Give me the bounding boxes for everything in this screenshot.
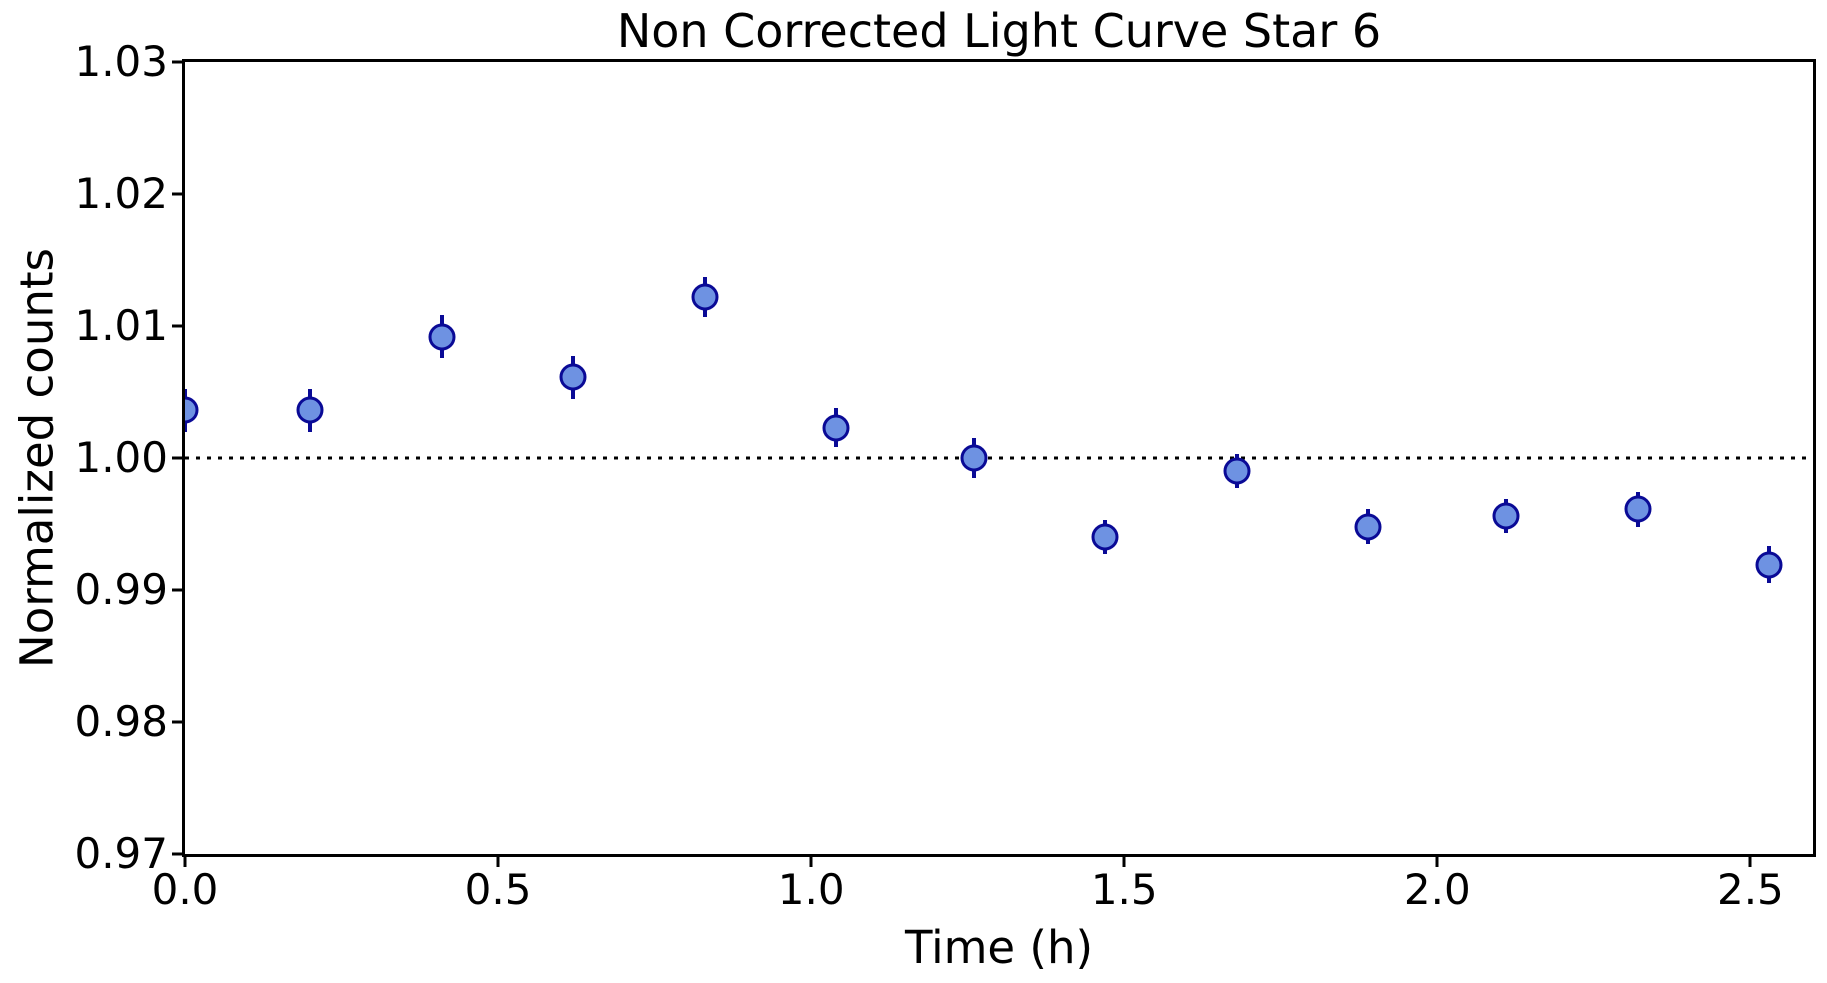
y-axis-label: Normalized counts — [10, 248, 64, 668]
data-point-marker — [296, 396, 324, 424]
y-tick-label: 1.02 — [74, 168, 168, 218]
data-point-marker — [1354, 513, 1382, 541]
x-tick-label: 1.5 — [1090, 865, 1158, 914]
data-point-marker — [1624, 495, 1652, 523]
x-tick-label: 0.5 — [464, 865, 532, 914]
x-tick-label: 2.5 — [1716, 865, 1784, 914]
x-tick-mark — [1122, 857, 1126, 867]
y-tick-mark — [172, 588, 182, 592]
data-point-marker — [559, 363, 587, 391]
data-point-marker — [691, 283, 719, 311]
y-tick-label: 1.01 — [74, 300, 168, 350]
data-point-marker — [1492, 502, 1520, 530]
plot-area — [182, 59, 1816, 857]
x-tick-label: 0.0 — [151, 865, 219, 914]
y-tick-label: 0.98 — [74, 697, 168, 746]
y-tick-label: 0.99 — [74, 564, 168, 614]
chart-title: Non Corrected Light Curve Star 6 — [616, 4, 1382, 58]
y-tick-mark — [172, 324, 182, 328]
x-tick-label: 2.0 — [1403, 865, 1471, 914]
x-tick-mark — [496, 857, 500, 867]
x-tick-mark — [183, 857, 187, 867]
x-tick-mark — [1748, 857, 1752, 867]
data-point-marker — [960, 444, 988, 472]
y-tick-mark — [172, 60, 182, 64]
y-tick-mark — [172, 852, 182, 856]
data-point-marker — [1223, 457, 1251, 485]
reference-line — [185, 456, 1813, 460]
y-tick-label: 0.97 — [74, 829, 168, 878]
data-point-marker — [1755, 551, 1783, 579]
data-point-marker — [822, 414, 850, 442]
x-tick-mark — [1435, 857, 1439, 867]
x-axis-label: Time (h) — [904, 921, 1094, 974]
y-tick-mark — [172, 720, 182, 724]
x-tick-label: 1.0 — [777, 865, 845, 914]
data-point-marker — [1091, 523, 1119, 551]
data-point-marker — [428, 323, 456, 351]
y-tick-mark — [172, 192, 182, 196]
y-tick-label: 1.03 — [74, 37, 168, 86]
data-point-marker — [185, 396, 199, 424]
y-tick-mark — [172, 456, 182, 460]
x-tick-mark — [809, 857, 813, 867]
y-tick-label: 1.00 — [74, 433, 168, 482]
